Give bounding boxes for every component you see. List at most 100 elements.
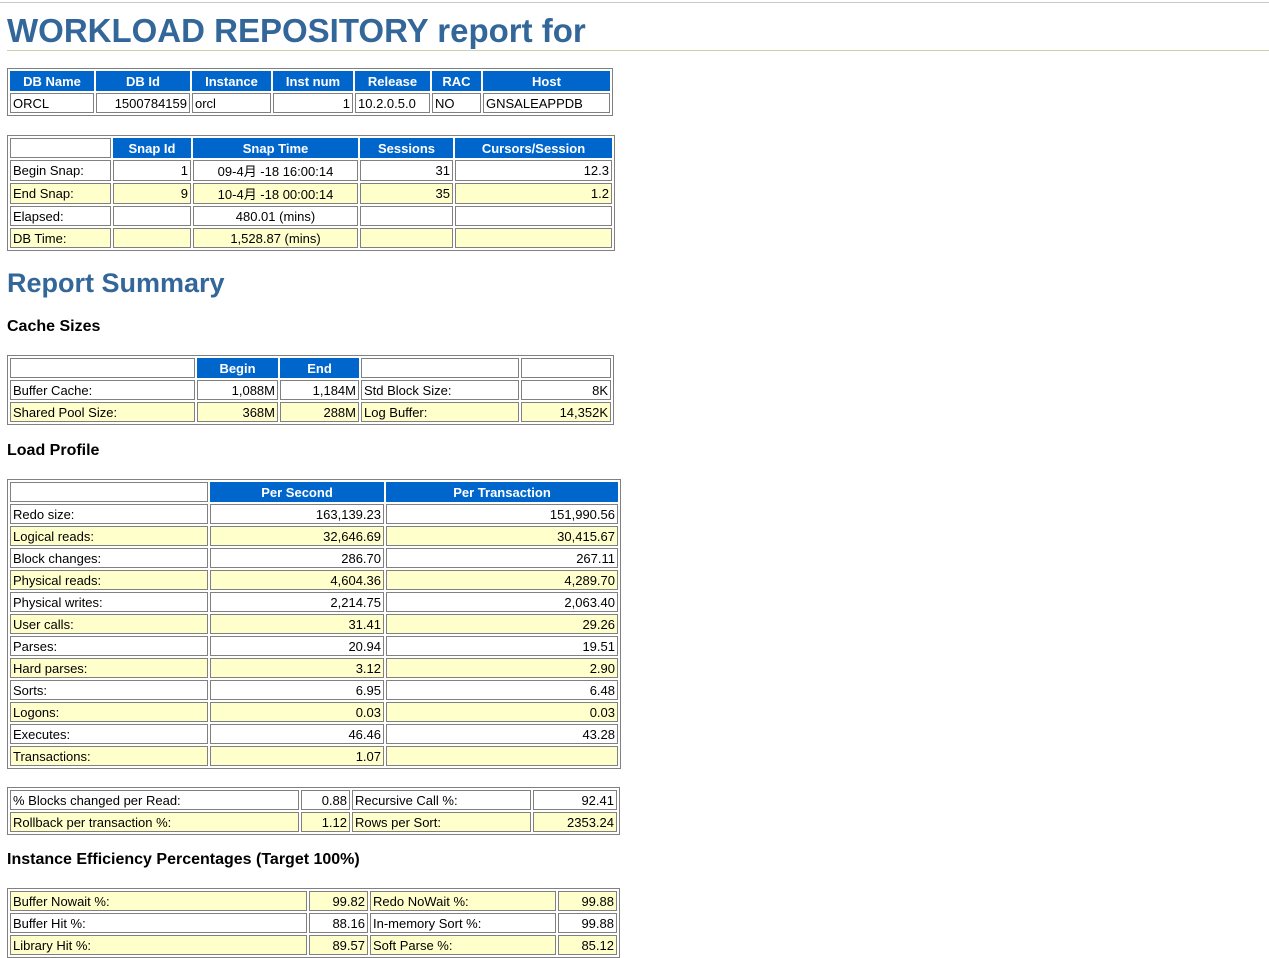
column-header-instance: Instance bbox=[192, 71, 271, 91]
table-row: Buffer Hit %: 88.16 In-memory Sort %: 99.88 bbox=[10, 913, 617, 933]
column-header-db-name: DB Name bbox=[10, 71, 94, 91]
table-row: Redo size: 163,139.23 151,990.56 bbox=[10, 504, 618, 524]
cell-value: 1.12 bbox=[301, 812, 350, 832]
load-ratios-table: % Blocks changed per Read: 0.88 Recursive … bbox=[7, 787, 620, 835]
cell-value-2: 2353.24 bbox=[533, 812, 617, 832]
cell-per-second: 32,646.69 bbox=[210, 526, 384, 546]
cell-label: Elapsed: bbox=[10, 206, 111, 226]
column-header-begin: Begin bbox=[197, 358, 278, 378]
cell-value-2: 99.88 bbox=[558, 913, 617, 933]
cell-label: Physical writes: bbox=[10, 592, 208, 612]
cell-value-2: 99.88 bbox=[558, 891, 617, 911]
table-row: Logons: 0.03 0.03 bbox=[10, 702, 618, 722]
cell-label: Redo size: bbox=[10, 504, 208, 524]
table-row: Transactions: 1.07 bbox=[10, 746, 618, 766]
load-profile-table: Per Second Per Transaction Redo size: 163,… bbox=[7, 479, 621, 769]
cell-snap-id: 1 bbox=[113, 160, 191, 181]
top-border bbox=[0, 2, 1269, 3]
cell-label: Executes: bbox=[10, 724, 208, 744]
cell-per-transaction: 2,063.40 bbox=[386, 592, 618, 612]
cell-per-transaction bbox=[386, 746, 618, 766]
load-profile-heading: Load Profile bbox=[7, 442, 100, 459]
column-header-per-second: Per Second bbox=[210, 482, 384, 502]
cell-label: Hard parses: bbox=[10, 658, 208, 678]
table-row: Block changes: 286.70 267.11 bbox=[10, 548, 618, 568]
cell-begin: 368M bbox=[197, 402, 278, 422]
snapshot-header-row: Snap Id Snap Time Sessions Cursors/Session bbox=[10, 138, 612, 158]
cell-label: Physical reads: bbox=[10, 570, 208, 590]
cell-per-transaction: 29.26 bbox=[386, 614, 618, 634]
column-header-blank bbox=[521, 358, 611, 378]
load-profile-header-row: Per Second Per Transaction bbox=[10, 482, 618, 502]
cell-value-2: 92.41 bbox=[533, 790, 617, 810]
cache-sizes-header-row: Begin End bbox=[10, 358, 611, 378]
cell-label: User calls: bbox=[10, 614, 208, 634]
table-row: Physical reads: 4,604.36 4,289.70 bbox=[10, 570, 618, 590]
cell-cursors-per-session: 1.2 bbox=[455, 183, 612, 204]
column-header-inst-num: Inst num bbox=[273, 71, 353, 91]
cell-label: Shared Pool Size: bbox=[10, 402, 195, 422]
cell-snap-id: 9 bbox=[113, 183, 191, 204]
cell-label-2: Redo NoWait %: bbox=[370, 891, 556, 911]
cell-label: Buffer Nowait %: bbox=[10, 891, 307, 911]
cell-host: GNSALEAPPDB bbox=[483, 93, 610, 113]
cell-value-2: 14,352K bbox=[521, 402, 611, 422]
cell-snap-time: 10-4月 -18 00:00:14 bbox=[193, 183, 358, 204]
cell-per-transaction: 151,990.56 bbox=[386, 504, 618, 524]
cell-label: Parses: bbox=[10, 636, 208, 656]
cell-value-2: 85.12 bbox=[558, 935, 617, 955]
report-title: WORKLOAD REPOSITORY report for bbox=[7, 12, 586, 49]
cell-cursors-per-session: 12.3 bbox=[455, 160, 612, 181]
cell-per-transaction: 267.11 bbox=[386, 548, 618, 568]
cell-per-second: 46.46 bbox=[210, 724, 384, 744]
cell-value: 89.57 bbox=[309, 935, 368, 955]
cell-label: Logons: bbox=[10, 702, 208, 722]
cell-sessions bbox=[360, 228, 453, 248]
column-header-blank bbox=[10, 482, 208, 502]
cell-label-2: Rows per Sort: bbox=[352, 812, 531, 832]
column-header-snap-id: Snap Id bbox=[113, 138, 191, 158]
cell-cursors-per-session bbox=[455, 206, 612, 226]
cell-per-second: 286.70 bbox=[210, 548, 384, 568]
table-row: Sorts: 6.95 6.48 bbox=[10, 680, 618, 700]
column-header-cursors-per-session: Cursors/Session bbox=[455, 138, 612, 158]
title-rule bbox=[7, 50, 1269, 51]
table-row: Begin Snap: 1 09-4月 -18 16:00:14 31 12.3 bbox=[10, 160, 612, 181]
table-row: Logical reads: 32,646.69 30,415.67 bbox=[10, 526, 618, 546]
table-row: Shared Pool Size: 368M 288M Log Buffer: 14,3… bbox=[10, 402, 611, 422]
cell-label-2: In-memory Sort %: bbox=[370, 913, 556, 933]
cell-per-second: 3.12 bbox=[210, 658, 384, 678]
cell-label: Rollback per transaction %: bbox=[10, 812, 299, 832]
cell-snap-id bbox=[113, 206, 191, 226]
instance-efficiency-table: Buffer Nowait %: 99.82 Redo NoWait %: 99.88… bbox=[7, 888, 620, 958]
table-row: Buffer Nowait %: 99.82 Redo NoWait %: 99.88 bbox=[10, 891, 617, 911]
cell-per-second: 20.94 bbox=[210, 636, 384, 656]
cell-label: DB Time: bbox=[10, 228, 111, 248]
cell-inst-num: 1 bbox=[273, 93, 353, 113]
column-header-snap-time: Snap Time bbox=[193, 138, 358, 158]
cell-label-2: Soft Parse %: bbox=[370, 935, 556, 955]
cell-per-second: 4,604.36 bbox=[210, 570, 384, 590]
report-summary-heading: Report Summary bbox=[7, 268, 225, 298]
cell-per-transaction: 4,289.70 bbox=[386, 570, 618, 590]
table-row: Executes: 46.46 43.28 bbox=[10, 724, 618, 744]
cell-label: End Snap: bbox=[10, 183, 111, 204]
cell-label: Block changes: bbox=[10, 548, 208, 568]
cell-snap-time: 1,528.87 (mins) bbox=[193, 228, 358, 248]
cell-value: 0.88 bbox=[301, 790, 350, 810]
cell-value-2: 8K bbox=[521, 380, 611, 400]
cell-label-2: Std Block Size: bbox=[361, 380, 519, 400]
table-row: End Snap: 9 10-4月 -18 00:00:14 35 1.2 bbox=[10, 183, 612, 204]
column-header-blank bbox=[10, 138, 111, 158]
db-info-table: DB Name DB Id Instance Inst num Release RAC Ho… bbox=[7, 68, 613, 116]
column-header-blank bbox=[361, 358, 519, 378]
column-header-end: End bbox=[280, 358, 359, 378]
snapshot-table: Snap Id Snap Time Sessions Cursors/Session … bbox=[7, 135, 615, 251]
cell-per-transaction: 2.90 bbox=[386, 658, 618, 678]
table-row: Parses: 20.94 19.51 bbox=[10, 636, 618, 656]
cell-cursors-per-session bbox=[455, 228, 612, 248]
column-header-host: Host bbox=[483, 71, 610, 91]
cell-per-second: 1.07 bbox=[210, 746, 384, 766]
cell-snap-id bbox=[113, 228, 191, 248]
table-row: Hard parses: 3.12 2.90 bbox=[10, 658, 618, 678]
